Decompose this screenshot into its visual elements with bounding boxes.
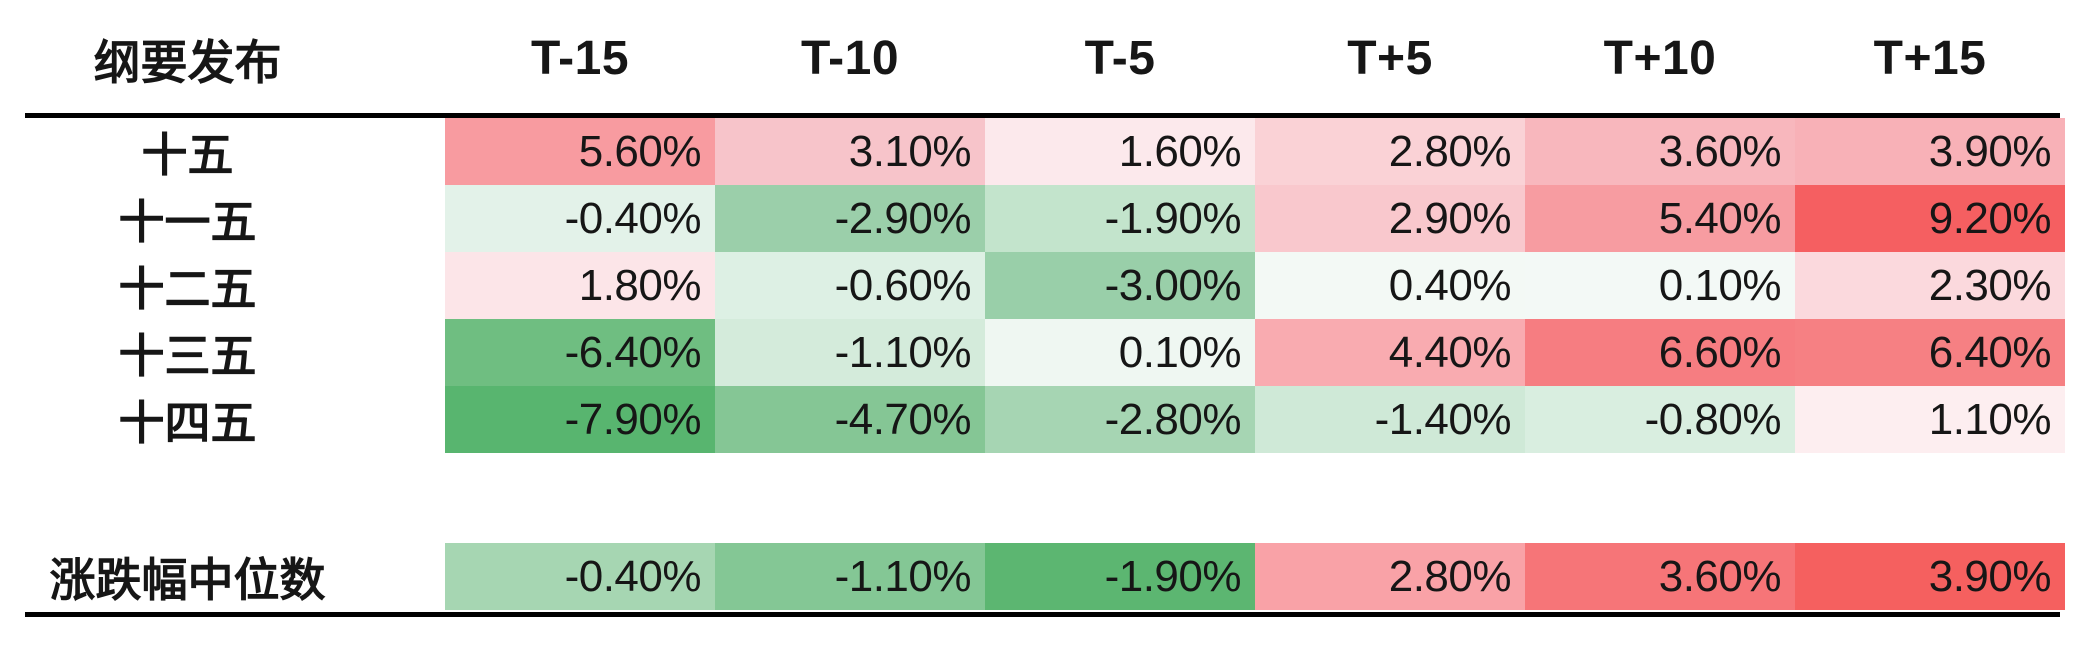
heatmap-cell: -0.40%	[445, 185, 715, 252]
heatmap-cell: 4.40%	[1255, 319, 1525, 386]
column-header-tp5: T+5	[1347, 31, 1433, 85]
table-row: 十三五 -6.40% -1.10% 0.10% 4.40% 6.60% 6.40%	[0, 319, 2065, 386]
heatmap-cell: 5.60%	[445, 118, 715, 185]
heatmap-cell: -1.10%	[715, 319, 985, 386]
bottom-divider	[25, 612, 2060, 617]
heatmap-cell: -6.40%	[445, 319, 715, 386]
row-label: 十四五	[118, 396, 257, 449]
row-label: 十五	[141, 128, 234, 181]
table-row: 十五 5.60% 3.10% 1.60% 2.80% 3.60% 3.90%	[0, 118, 2065, 185]
heatmap-cell: -1.90%	[985, 543, 1255, 610]
column-header-tm10: T-10	[800, 31, 900, 85]
heatmap-cell: -2.80%	[985, 386, 1255, 453]
heatmap-cell: -0.40%	[445, 543, 715, 610]
heatmap-cell: 3.90%	[1795, 543, 2065, 610]
column-header-tp10: T+10	[1603, 31, 1717, 85]
header-divider	[25, 113, 2060, 118]
column-header-tp15: T+15	[1873, 31, 1987, 85]
heatmap-cell: 2.30%	[1795, 252, 2065, 319]
heatmap-cell: 0.10%	[1525, 252, 1795, 319]
heatmap-cell: 3.60%	[1525, 118, 1795, 185]
heatmap-cell: -4.70%	[715, 386, 985, 453]
median-label: 涨跌幅中位数	[49, 553, 326, 606]
heatmap-cell: 2.90%	[1255, 185, 1525, 252]
header-row: 纲要发布 T-15 T-10 T-5 T+5 T+10 T+15	[0, 8, 2065, 108]
column-header-tm5: T-5	[1084, 31, 1156, 85]
heatmap-cell: -0.80%	[1525, 386, 1795, 453]
heatmap-cell: 6.60%	[1525, 319, 1795, 386]
row-label: 十二五	[118, 262, 257, 315]
heatmap-cell: 1.60%	[985, 118, 1255, 185]
heatmap-cell: 9.20%	[1795, 185, 2065, 252]
heatmap-cell: 0.10%	[985, 319, 1255, 386]
heatmap-cell: 2.80%	[1255, 543, 1525, 610]
heatmap-cell: -2.90%	[715, 185, 985, 252]
heatmap-cell: -1.90%	[985, 185, 1255, 252]
heatmap-cell: 0.40%	[1255, 252, 1525, 319]
row-label: 十一五	[118, 195, 257, 248]
heatmap-cell: 2.80%	[1255, 118, 1525, 185]
row-label: 十三五	[118, 329, 257, 382]
heatmap-cell: 3.60%	[1525, 543, 1795, 610]
heatmap-cell: 5.40%	[1525, 185, 1795, 252]
heatmap-cell: -1.40%	[1255, 386, 1525, 453]
heatmap-cell: 1.10%	[1795, 386, 2065, 453]
heatmap-cell: 3.90%	[1795, 118, 2065, 185]
corner-label: 纲要发布	[93, 35, 282, 89]
heatmap-cell: -3.00%	[985, 252, 1255, 319]
table-row: 十四五 -7.90% -4.70% -2.80% -1.40% -0.80% 1.10%	[0, 386, 2065, 453]
heatmap-cell: -0.60%	[715, 252, 985, 319]
heatmap-cell: 3.10%	[715, 118, 985, 185]
table-row: 十二五 1.80% -0.60% -3.00% 0.40% 0.10% 2.30%	[0, 252, 2065, 319]
column-header-tm15: T-15	[530, 31, 630, 85]
heatmap-cell: 6.40%	[1795, 319, 2065, 386]
heatmap-cell: 1.80%	[445, 252, 715, 319]
median-row: 涨跌幅中位数 -0.40% -1.10% -1.90% 2.80% 3.60% 3.90%	[0, 543, 2065, 610]
heatmap-cell: -7.90%	[445, 386, 715, 453]
table-row: 十一五 -0.40% -2.90% -1.90% 2.90% 5.40% 9.20%	[0, 185, 2065, 252]
heatmap-cell: -1.10%	[715, 543, 985, 610]
